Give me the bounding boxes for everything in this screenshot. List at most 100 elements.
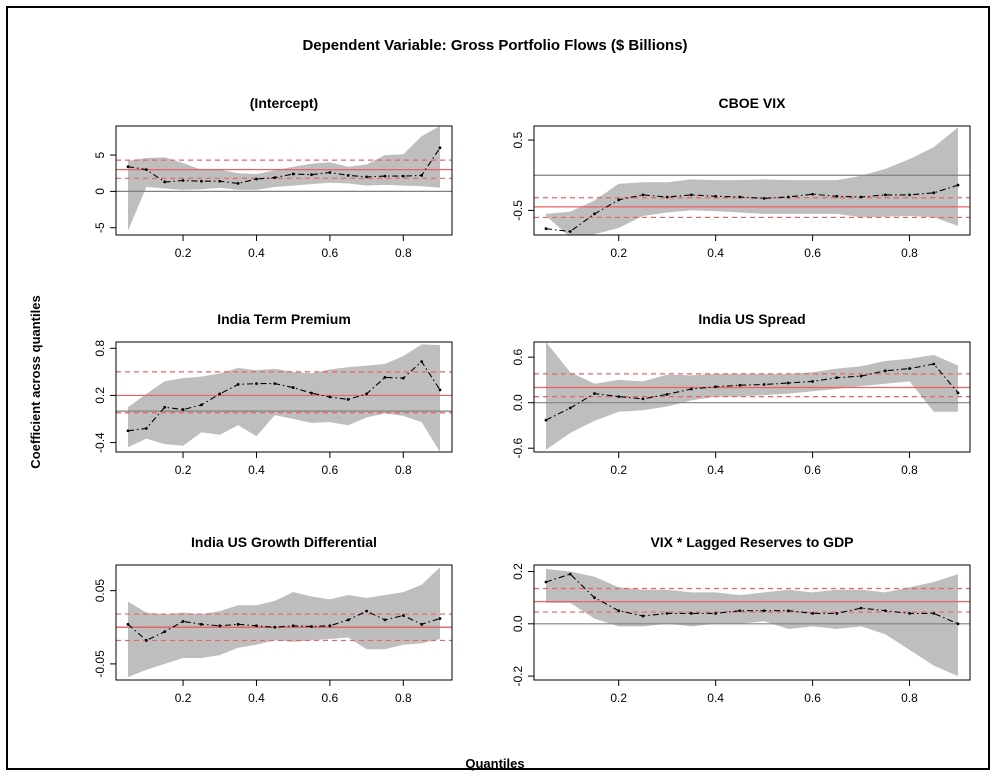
data-point	[762, 197, 766, 200]
data-point	[236, 383, 240, 386]
quantile-coefficient-line	[545, 363, 959, 421]
data-point	[236, 622, 240, 626]
data-point	[641, 193, 645, 197]
data-point	[932, 191, 936, 195]
data-point	[163, 630, 167, 634]
data-point	[255, 177, 258, 181]
data-point	[665, 195, 669, 199]
x-tick-label: 0.2	[610, 691, 627, 705]
plot-area	[534, 568, 970, 677]
main-title: Dependent Variable: Gross Portfolio Flow…	[302, 37, 687, 54]
data-point	[738, 383, 742, 387]
data-point	[365, 175, 368, 179]
data-point	[200, 179, 203, 183]
panel-5: India US Growth Differential 0.2 0.4 0.6 0.8…	[93, 534, 453, 705]
y-tick-label: 0.0	[511, 394, 525, 411]
y-tick-label: 5	[93, 151, 107, 158]
plot-box	[533, 125, 971, 236]
data-point	[291, 624, 295, 628]
data-point	[690, 193, 693, 197]
confidence-band	[128, 567, 440, 678]
x-tick-label: 0.4	[248, 463, 265, 477]
panel-title: India US Growth Differential	[191, 534, 377, 550]
data-point	[438, 146, 442, 150]
data-point	[908, 367, 911, 370]
data-point	[273, 382, 277, 386]
data-point	[714, 194, 718, 198]
y-tick-label: 0.2	[93, 387, 107, 404]
data-point	[255, 624, 258, 628]
data-point	[811, 611, 814, 615]
x-tick-label: 0.2	[610, 246, 627, 260]
data-point	[310, 391, 313, 395]
data-point	[365, 392, 368, 396]
x-axis-label: Quantiles	[465, 756, 524, 771]
quantile-coefficient-line	[545, 184, 959, 233]
data-point	[568, 230, 572, 233]
y-tick-label: 0.8	[93, 340, 107, 357]
data-point	[544, 227, 548, 231]
quantile-coefficient-line	[127, 610, 441, 642]
x-tick-label: 0.4	[707, 463, 724, 477]
plot-area	[116, 126, 452, 231]
data-point	[665, 392, 669, 396]
panel-title: VIX * Lagged Reserves to GDP	[650, 534, 853, 550]
quantile-coefficient-line	[545, 573, 959, 625]
data-point	[401, 614, 405, 617]
quantile-coefficient-line	[127, 360, 441, 432]
data-point	[738, 195, 742, 199]
data-point	[811, 380, 814, 383]
data-point	[617, 609, 621, 613]
plot-area	[116, 567, 452, 678]
data-point	[144, 168, 148, 172]
data-point	[956, 183, 960, 187]
data-point	[181, 408, 185, 411]
data-point	[593, 212, 596, 216]
data-point	[690, 611, 693, 615]
data-point	[956, 391, 960, 395]
data-point	[438, 388, 442, 392]
data-point	[163, 405, 167, 409]
data-point	[328, 624, 332, 628]
data-point	[593, 596, 596, 600]
data-point	[883, 369, 887, 373]
data-point	[835, 194, 839, 198]
x-tick-label: 0.6	[804, 463, 821, 477]
data-point	[738, 609, 742, 613]
panels: (Intercept) 0.2 0.4 0.6 0.8 -5 0 5 CBOE VIX 0.2 0.…	[93, 95, 971, 705]
data-point	[786, 381, 790, 385]
data-point	[200, 403, 203, 407]
y-tick-label: -0.2	[511, 665, 525, 686]
data-point	[665, 611, 669, 615]
data-point	[328, 395, 332, 399]
data-point	[346, 397, 350, 401]
panel-title: (Intercept)	[250, 95, 318, 111]
data-point	[181, 179, 185, 182]
data-point	[144, 427, 148, 430]
data-point	[544, 418, 548, 422]
data-point	[346, 618, 350, 622]
x-tick-label: 0.6	[804, 691, 821, 705]
data-point	[593, 392, 596, 395]
data-point	[908, 193, 911, 197]
panel-2: CBOE VIX 0.2 0.4 0.6 0.8 -0.5 0.5	[511, 95, 971, 260]
data-point	[181, 620, 185, 623]
x-tick-label: 0.6	[322, 246, 339, 260]
x-tick-label: 0.2	[175, 691, 192, 705]
data-point	[200, 622, 203, 626]
data-point	[126, 429, 130, 433]
x-tick-label: 0.4	[707, 691, 724, 705]
data-point	[859, 195, 863, 199]
data-point	[310, 625, 313, 628]
plot-area	[534, 342, 970, 450]
confidence-band	[546, 342, 958, 450]
x-tick-label: 0.2	[610, 463, 627, 477]
y-tick-label: 0.6	[511, 349, 525, 366]
data-point	[365, 609, 368, 613]
data-point	[568, 572, 572, 576]
data-point	[126, 622, 130, 626]
x-tick-label: 0.4	[248, 246, 265, 260]
data-point	[617, 395, 621, 399]
confidence-band	[128, 126, 440, 231]
data-point	[908, 611, 911, 615]
